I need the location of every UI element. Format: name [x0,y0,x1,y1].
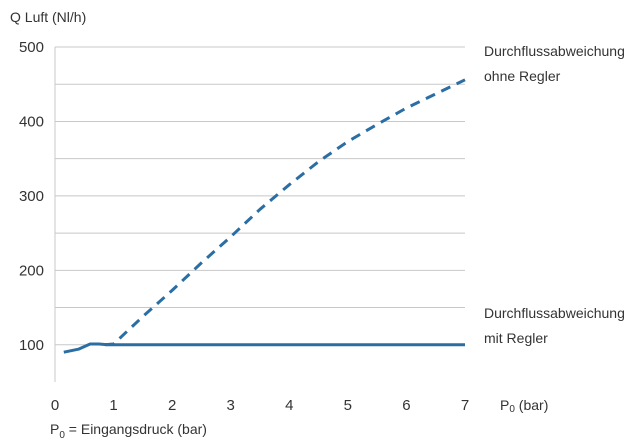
x-tick-6: 6 [402,397,410,414]
series-labels: Durchflussabweichung ohne Regler Durchflus… [484,43,625,346]
y-tick-labels: 100 200 300 400 500 [19,39,44,354]
series-label-0-line-0: Durchflussabweichung [484,43,625,59]
footnote: P0 = Eingangsdruck (bar) [50,421,207,441]
grid-lines [54,46,465,382]
x-tick-5: 5 [344,397,352,414]
x-axis-label: P0 (bar) [500,397,548,415]
x-tick-3: 3 [227,397,235,414]
y-tick-500: 500 [19,39,44,56]
y-tick-100: 100 [19,337,44,354]
footnote-rest: = Eingangsdruck (bar) [65,421,207,437]
x-tick-0: 0 [51,397,59,414]
y-tick-200: 200 [19,262,44,279]
x-tick-labels: 0 1 2 3 4 5 6 7 [51,397,469,414]
footnote-main: P [50,421,59,437]
x-axis-label-main: P [500,397,509,413]
x-axis-label-unit: (bar) [515,397,548,413]
y-tick-300: 300 [19,188,44,205]
y-axis-label: Q Luft (Nl/h) [10,9,86,25]
x-tick-4: 4 [285,397,293,414]
x-axis-label-sub: 0 [509,404,515,415]
series-line-ohne-regler [104,78,466,347]
x-tick-2: 2 [168,397,176,414]
series-line-mit-regler [63,342,465,354]
series-lines [63,78,466,354]
series-label-0-line-1: ohne Regler [484,68,561,84]
x-tick-1: 1 [109,397,117,414]
x-tick-7: 7 [461,397,469,414]
series-label-1-line-0: Durchflussabweichung [484,305,625,321]
footnote-sub: 0 [59,430,65,441]
y-tick-400: 400 [19,113,44,130]
series-label-1-line-1: mit Regler [484,330,548,346]
